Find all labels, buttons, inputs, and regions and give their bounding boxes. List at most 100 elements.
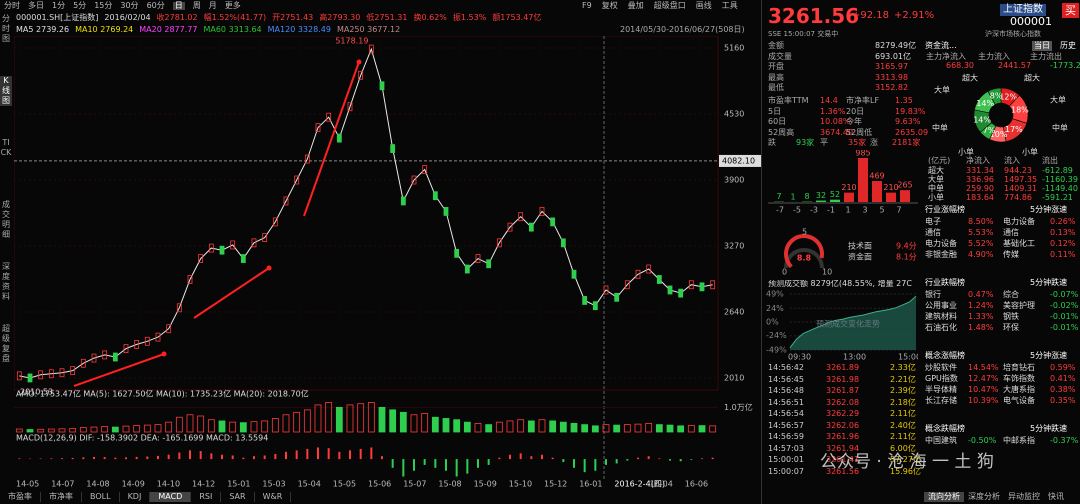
side-tab[interactable]: 超级复盘 <box>2 324 10 363</box>
sector-name: 传媒 <box>1003 250 1019 259</box>
right-tab[interactable]: 快讯 <box>1048 492 1064 501</box>
volume-bar <box>559 421 567 433</box>
donut-name: 大单 <box>934 85 950 95</box>
toolbar-item[interactable]: 多日 <box>28 1 44 10</box>
toolbar-item[interactable]: 叠加 <box>627 1 644 10</box>
sector-pct: 0.35% <box>1050 396 1076 405</box>
toolbar-item[interactable]: 5分 <box>73 1 87 10</box>
volume-bar <box>37 428 45 433</box>
candle <box>304 154 310 164</box>
distribution-bar <box>900 190 910 202</box>
macd-bar <box>679 459 682 462</box>
tick-volume: 2.40亿 <box>890 420 916 430</box>
sector-pct: -0.01% <box>1050 323 1079 332</box>
macd-bar <box>445 459 447 471</box>
right-tab[interactable]: 深度分析 <box>968 492 1000 501</box>
toolbar-item[interactable]: 超级盘口 <box>653 1 686 10</box>
side-tab[interactable]: 深度资料 <box>2 262 10 301</box>
toolbar-item[interactable]: 日 <box>172 1 185 10</box>
bottom-tab[interactable]: W&R <box>255 492 292 502</box>
toolbar-item[interactable]: 15分 <box>94 1 113 10</box>
sector-name: 中国建筑 <box>925 436 957 445</box>
bottom-tab[interactable]: MACD <box>150 492 192 502</box>
bottom-tab[interactable]: 市盈率 <box>0 492 41 502</box>
donut-pct: 17% <box>1005 125 1023 134</box>
sector-head: 行业跌幅榜 <box>925 278 965 287</box>
distribution-label: 7 <box>776 192 781 201</box>
toolbar-item[interactable]: F9 <box>582 1 592 10</box>
candle <box>635 269 641 279</box>
toolbar-right: F9 复权 叠加 超级盘口 画线 工具 <box>582 2 738 10</box>
donut-pct: 18% <box>1011 106 1029 115</box>
volume-bar <box>261 420 269 433</box>
volume-bar <box>666 424 674 433</box>
fund-tab[interactable]: 当日 <box>1032 41 1052 51</box>
volume-bar <box>506 420 514 433</box>
toolbar-item[interactable]: 1分 <box>52 1 66 10</box>
ma-item: MA250 3677.12 <box>336 25 401 34</box>
macd-bar <box>381 456 383 460</box>
toolbar-item[interactable]: 复权 <box>601 1 618 10</box>
stat-value: 19.83% <box>895 106 926 116</box>
gauge-min: 0 <box>782 268 787 277</box>
toolbar-item[interactable]: 月 <box>208 1 217 10</box>
sector-pct: 0.47% <box>968 290 994 299</box>
candle <box>368 44 374 54</box>
candle <box>624 280 630 290</box>
side-tab[interactable]: 分时图 <box>2 14 10 43</box>
macd-bar <box>487 459 490 465</box>
candle <box>187 275 193 284</box>
toolbar-item[interactable]: 周 <box>192 1 201 10</box>
macd-bar <box>391 459 394 468</box>
side-tab[interactable]: 成交明细 <box>2 200 10 239</box>
y-tick-label: 3900 <box>724 176 744 185</box>
macd-bar <box>669 459 671 461</box>
x-tick-label: 2016-2-4(四) <box>614 480 665 489</box>
toolbar-item[interactable]: 更多 <box>224 1 241 10</box>
sector-head: 5分钟跌速 <box>1030 424 1068 433</box>
crosshair-label: 4082.10 <box>722 156 755 165</box>
donut-pct: 7% <box>983 126 996 135</box>
donut-pct: 14% <box>973 115 991 124</box>
side-tab[interactable]: K线图 <box>0 76 12 106</box>
toolbar-item[interactable]: 工具 <box>721 1 738 10</box>
candle <box>667 285 673 295</box>
macd-bar <box>690 459 693 460</box>
fund-tab[interactable]: 历史 <box>1060 41 1076 50</box>
macd-bar <box>50 458 53 460</box>
volume-bar <box>549 420 557 433</box>
right-tab[interactable]: 异动监控 <box>1008 492 1040 501</box>
sector-name: 电气设备 <box>1003 396 1035 405</box>
name: 上证指数 <box>1000 4 1046 16</box>
bottom-tab[interactable]: 市净率 <box>41 492 82 502</box>
candle <box>27 373 33 383</box>
sector-pct: 0.26% <box>1050 217 1076 226</box>
stat-value: 693.01亿 <box>875 51 911 61</box>
volume-bar <box>271 418 279 433</box>
bottom-tab[interactable]: RSI <box>191 492 222 502</box>
volume-bar <box>421 413 429 433</box>
toolbar-item[interactable]: 30分 <box>120 1 139 10</box>
candle <box>315 123 321 133</box>
macd-bar <box>338 451 341 460</box>
bottom-tab[interactable]: KDJ <box>120 492 151 502</box>
gauge-item: 技术面 <box>848 241 872 251</box>
macd-bar <box>82 457 85 460</box>
x-tick-label: 16-01 <box>579 480 602 489</box>
bottom-tab[interactable]: BOLL <box>82 492 120 502</box>
right-tab[interactable]: 流向分析 <box>924 492 964 502</box>
tick-price: 3261.56 <box>826 466 860 476</box>
side-tab[interactable]: TICK <box>0 138 12 157</box>
buy-button[interactable]: 买 <box>1062 3 1079 18</box>
gauge-arc <box>784 234 824 269</box>
toolbar-item[interactable]: 画线 <box>695 1 712 10</box>
bottom-tab[interactable]: SAR <box>221 492 255 502</box>
candle <box>592 301 598 311</box>
macd-bar <box>626 459 629 461</box>
toolbar-item[interactable]: 60分 <box>146 1 165 10</box>
volume-bar <box>645 422 653 433</box>
x-tick-label: 15-06 <box>368 480 391 489</box>
toolbar-item[interactable]: 分时 <box>4 1 20 10</box>
sector-pct: 8.50% <box>968 217 994 226</box>
arrow-head <box>356 59 362 65</box>
